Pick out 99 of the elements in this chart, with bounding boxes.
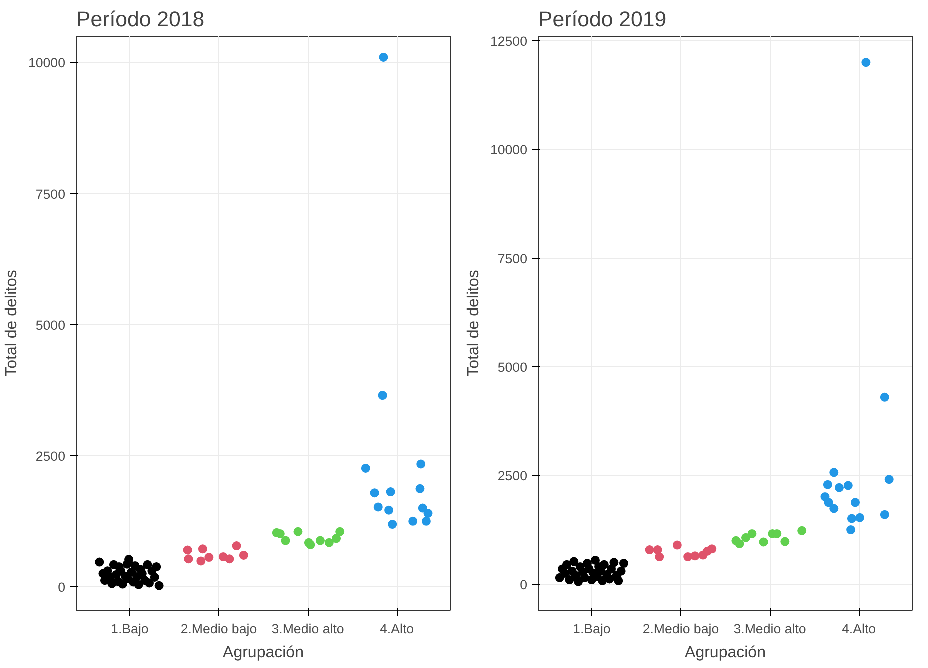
point [198, 544, 208, 554]
y-axis-title: Total de delitos [3, 270, 20, 377]
x-axis-title: Agrupación [223, 644, 304, 662]
point [834, 483, 844, 492]
point [416, 484, 425, 494]
point [183, 546, 192, 555]
point [580, 573, 590, 582]
y-tick-label: 0 [58, 580, 66, 595]
point [184, 554, 194, 564]
point [294, 527, 303, 536]
point [844, 481, 853, 490]
point [614, 576, 624, 586]
point [830, 468, 839, 478]
point [370, 488, 380, 498]
point [196, 556, 206, 566]
point [374, 502, 383, 512]
point [823, 480, 832, 490]
point [424, 509, 433, 518]
chart-title: Período 2019 [538, 8, 667, 32]
point [862, 58, 871, 68]
point [562, 560, 572, 570]
x-tick-label: 4.Alto [380, 622, 414, 636]
y-tick-label: 10000 [28, 56, 66, 71]
point [386, 488, 396, 497]
y-tick-label: 0 [520, 577, 528, 592]
point [616, 566, 626, 576]
point [324, 538, 334, 548]
point [154, 581, 164, 590]
x-tick-label: 3.Medio alto [734, 622, 806, 636]
point [672, 540, 682, 550]
y-tick-label: 10000 [490, 142, 528, 158]
point [378, 391, 388, 400]
point [855, 513, 864, 522]
point [570, 557, 579, 566]
point [316, 536, 325, 546]
point [565, 576, 574, 585]
point [851, 498, 860, 508]
point [684, 552, 693, 562]
chart-title: Período 2018 [76, 8, 205, 32]
point [645, 546, 654, 555]
point [884, 475, 894, 484]
point [847, 514, 856, 524]
point [388, 520, 398, 530]
x-tick-label: 2.Medio bajo [642, 622, 720, 636]
point [281, 536, 290, 546]
point [204, 553, 214, 562]
point [418, 504, 428, 513]
point [824, 498, 834, 508]
point [880, 510, 890, 520]
point [741, 533, 750, 542]
point [379, 52, 388, 62]
point [332, 534, 342, 544]
point [748, 529, 757, 538]
y-tick-label: 2500 [498, 468, 528, 484]
point [143, 560, 152, 570]
y-tick-label: 7500 [498, 251, 528, 266]
point [225, 554, 234, 564]
point [150, 572, 160, 582]
point [416, 460, 426, 469]
point [134, 580, 144, 590]
point [95, 558, 104, 567]
point [619, 559, 628, 568]
y-axis-title: Total de delitos [465, 270, 482, 377]
point [152, 562, 162, 572]
y-tick-label: 7500 [36, 186, 66, 202]
point [124, 555, 134, 564]
point [422, 516, 431, 526]
point [408, 516, 418, 526]
point [574, 577, 584, 586]
y-tick-label: 2500 [36, 448, 66, 464]
point [798, 526, 807, 536]
point [880, 392, 890, 402]
x-tick-label: 1.Bajo [111, 622, 149, 636]
point [336, 527, 345, 536]
point [384, 506, 394, 515]
point [600, 560, 609, 570]
x-tick-label: 2.Medio bajo [180, 622, 258, 636]
point [735, 539, 744, 548]
point [118, 580, 128, 589]
point [780, 537, 790, 546]
y-tick-label: 5000 [498, 360, 528, 375]
x-tick-label: 4.Alto [842, 622, 876, 636]
point [830, 504, 839, 514]
point [759, 538, 768, 547]
x-tick-label: 1.Bajo [573, 622, 611, 636]
point [590, 556, 600, 565]
point [610, 558, 619, 568]
y-tick-label: 12500 [490, 34, 528, 49]
point [708, 544, 717, 554]
point [655, 552, 664, 562]
point [232, 542, 242, 551]
point [690, 552, 700, 561]
point [145, 578, 154, 588]
point [846, 526, 856, 535]
y-tick-label: 5000 [36, 318, 66, 333]
point [239, 550, 248, 560]
x-tick-label: 3.Medio alto [272, 622, 344, 636]
x-axis-title: Agrupación [685, 644, 766, 662]
point [361, 464, 370, 473]
